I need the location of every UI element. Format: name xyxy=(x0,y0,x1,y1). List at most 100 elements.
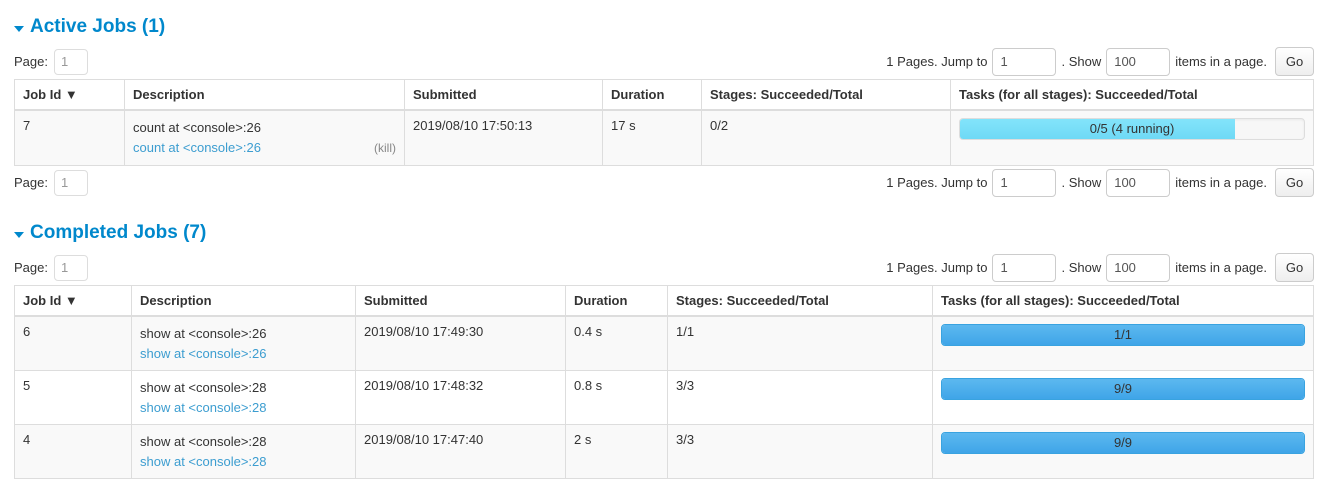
cell-description: show at <console>:28 show at <console>:2… xyxy=(131,369,356,425)
go-button[interactable]: Go xyxy=(1275,168,1314,198)
cell-stages: 0/2 xyxy=(701,109,951,166)
tasks-progress-label: 9/9 xyxy=(1113,381,1133,397)
column-header-description[interactable]: Description xyxy=(124,78,405,111)
items-per-page-input[interactable] xyxy=(1106,47,1171,76)
cell-submitted: 2019/08/10 17:47:40 xyxy=(355,423,566,479)
cell-duration: 2 s xyxy=(565,423,668,479)
tasks-progress-fill xyxy=(942,432,1304,453)
pager-right: 1 Pages. Jump to . Show items in a page.… xyxy=(886,168,1314,198)
job-description-text: show at <console>:28 xyxy=(140,379,267,395)
cell-submitted: 2019/08/10 17:50:13 xyxy=(404,109,603,166)
show-label: . Show xyxy=(1061,260,1102,276)
cell-stages: 3/3 xyxy=(667,423,933,479)
tasks-progress-bar: 1/1 xyxy=(941,323,1305,346)
caret-down-icon xyxy=(14,26,24,33)
active-jobs-table: Job Id ▼ Description Submitted Duration … xyxy=(14,78,1314,166)
completed-jobs-table: Job Id ▼ Description Submitted Duration … xyxy=(14,284,1314,479)
column-header-tasks[interactable]: Tasks (for all stages): Succeeded/Total xyxy=(950,78,1314,111)
column-header-duration[interactable]: Duration xyxy=(602,78,702,111)
pager-right: 1 Pages. Jump to . Show items in a page.… xyxy=(886,47,1314,77)
items-per-page-input[interactable] xyxy=(1106,168,1171,197)
cell-description: count at <console>:26 count at <console>… xyxy=(124,109,405,166)
table-header-row: Job Id ▼ Description Submitted Duration … xyxy=(14,284,1314,317)
page-label: Page: xyxy=(14,54,48,70)
job-description-links: show at <console>:28 xyxy=(140,398,347,417)
column-header-description[interactable]: Description xyxy=(131,284,356,317)
completed-jobs-pager-top: Page: 1 1 Pages. Jump to . Show items in… xyxy=(14,251,1314,285)
cell-duration: 17 s xyxy=(602,109,702,166)
current-page-box[interactable]: 1 xyxy=(53,169,88,196)
active-jobs-heading[interactable]: Active Jobs (1) xyxy=(14,0,1314,45)
tasks-progress-fill xyxy=(960,118,1236,139)
pager-left: Page: 1 xyxy=(14,254,88,281)
completed-jobs-body: 6 show at <console>:26 show at <console>… xyxy=(14,315,1314,479)
caret-down-icon xyxy=(14,232,24,239)
pager-left: Page: 1 xyxy=(14,169,88,196)
column-header-stages[interactable]: Stages: Succeeded/Total xyxy=(701,78,951,111)
tasks-progress-bar: 9/9 xyxy=(941,377,1305,400)
cell-tasks: 1/1 xyxy=(932,315,1314,371)
table-row: 4 show at <console>:28 show at <console>… xyxy=(14,423,1314,479)
column-header-submitted[interactable]: Submitted xyxy=(355,284,566,317)
table-row: 7 count at <console>:26 count at <consol… xyxy=(14,109,1314,166)
jump-to-page-input[interactable] xyxy=(992,168,1057,197)
page-label: Page: xyxy=(14,175,48,191)
column-header-duration[interactable]: Duration xyxy=(565,284,668,317)
items-in-page-label: items in a page. xyxy=(1175,175,1267,191)
show-label: . Show xyxy=(1061,54,1102,70)
items-in-page-label: items in a page. xyxy=(1175,54,1267,70)
job-description-link[interactable]: count at <console>:26 xyxy=(133,139,261,155)
column-header-job-id[interactable]: Job Id ▼ xyxy=(14,284,132,317)
tasks-progress-bar: 0/5 (4 running) xyxy=(959,117,1305,140)
column-header-job-id[interactable]: Job Id ▼ xyxy=(14,78,125,111)
active-jobs-title: Active Jobs (1) xyxy=(30,16,166,37)
pager-right: 1 Pages. Jump to . Show items in a page.… xyxy=(886,253,1314,283)
completed-jobs-heading[interactable]: Completed Jobs (7) xyxy=(14,200,1314,251)
active-jobs-pager-bottom: Page: 1 1 Pages. Jump to . Show items in… xyxy=(14,166,1314,200)
column-header-stages[interactable]: Stages: Succeeded/Total xyxy=(667,284,933,317)
cell-job-id: 6 xyxy=(14,315,132,371)
job-description-text: count at <console>:26 xyxy=(133,119,261,135)
kill-job-link[interactable]: (kill) xyxy=(374,140,396,155)
cell-submitted: 2019/08/10 17:48:32 xyxy=(355,369,566,425)
cell-tasks: 0/5 (4 running) xyxy=(950,109,1314,166)
job-description-link[interactable]: show at <console>:26 xyxy=(140,345,267,361)
tasks-progress-label: 0/5 (4 running) xyxy=(1089,121,1175,137)
column-header-tasks[interactable]: Tasks (for all stages): Succeeded/Total xyxy=(932,284,1314,317)
cell-tasks: 9/9 xyxy=(932,423,1314,479)
cell-description: show at <console>:28 show at <console>:2… xyxy=(131,423,356,479)
table-header-row: Job Id ▼ Description Submitted Duration … xyxy=(14,78,1314,111)
job-description-links: show at <console>:28 xyxy=(140,452,347,471)
jump-to-page-input[interactable] xyxy=(992,47,1057,76)
cell-description: show at <console>:26 show at <console>:2… xyxy=(131,315,356,371)
current-page-box[interactable]: 1 xyxy=(53,48,88,75)
table-row: 6 show at <console>:26 show at <console>… xyxy=(14,315,1314,371)
tasks-progress-label: 9/9 xyxy=(1113,435,1133,451)
cell-tasks: 9/9 xyxy=(932,369,1314,425)
column-header-submitted[interactable]: Submitted xyxy=(404,78,603,111)
go-button[interactable]: Go xyxy=(1275,47,1314,77)
job-description-link[interactable]: show at <console>:28 xyxy=(140,399,267,415)
cell-duration: 0.4 s xyxy=(565,315,668,371)
tasks-progress-fill xyxy=(942,378,1304,399)
pages-count-text: 1 Pages. Jump to xyxy=(886,175,988,191)
items-per-page-input[interactable] xyxy=(1106,253,1171,282)
jump-to-page-input[interactable] xyxy=(992,253,1057,282)
go-button[interactable]: Go xyxy=(1275,253,1314,283)
cell-submitted: 2019/08/10 17:49:30 xyxy=(355,315,566,371)
cell-job-id: 5 xyxy=(14,369,132,425)
current-page-box[interactable]: 1 xyxy=(53,254,88,281)
job-description-link[interactable]: show at <console>:28 xyxy=(140,453,267,469)
table-row: 5 show at <console>:28 show at <console>… xyxy=(14,369,1314,425)
tasks-progress-bar: 9/9 xyxy=(941,431,1305,454)
job-description-text: show at <console>:28 xyxy=(140,433,267,449)
jobs-page: Active Jobs (1) Page: 1 1 Pages. Jump to… xyxy=(14,0,1314,479)
active-jobs-pager-top: Page: 1 1 Pages. Jump to . Show items in… xyxy=(14,45,1314,79)
completed-jobs-title: Completed Jobs (7) xyxy=(30,221,207,243)
cell-job-id: 7 xyxy=(14,109,125,166)
cell-job-id: 4 xyxy=(14,423,132,479)
page-label: Page: xyxy=(14,260,48,276)
cell-stages: 3/3 xyxy=(667,369,933,425)
tasks-progress-fill xyxy=(942,324,1304,345)
pager-left: Page: 1 xyxy=(14,48,88,75)
